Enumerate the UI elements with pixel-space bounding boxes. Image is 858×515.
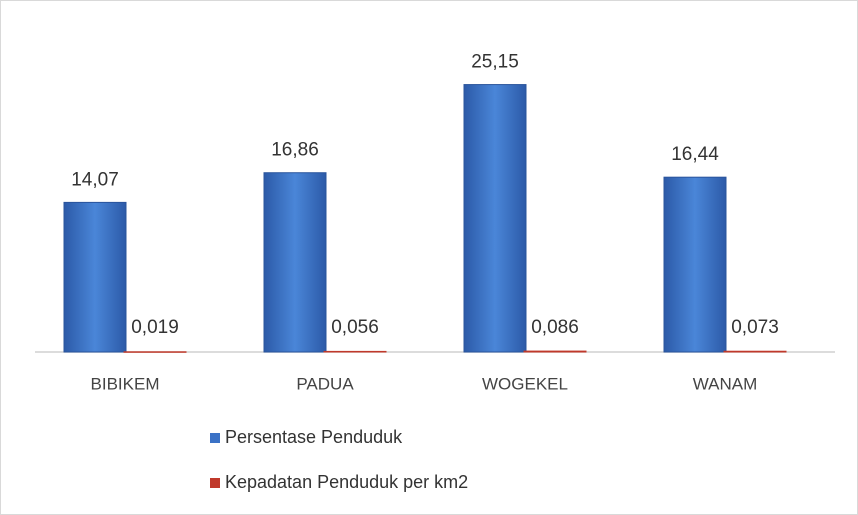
data-label: 0,056 xyxy=(331,317,379,338)
x-tick-label: WANAM xyxy=(693,374,758,393)
bar xyxy=(63,201,127,353)
data-label: 0,073 xyxy=(731,317,779,338)
legend-swatch xyxy=(210,433,220,443)
bar xyxy=(263,172,327,353)
data-label: 14,07 xyxy=(71,169,119,190)
bar xyxy=(123,351,187,353)
legend-label: Persentase Penduduk xyxy=(225,427,403,447)
bar xyxy=(663,176,727,353)
bar xyxy=(463,84,527,353)
x-tick-label: BIBIKEM xyxy=(91,374,160,393)
data-label: 25,15 xyxy=(471,52,519,73)
bar xyxy=(523,350,587,353)
data-label: 0,086 xyxy=(531,317,579,338)
data-label: 16,44 xyxy=(671,144,719,165)
data-label: 16,86 xyxy=(271,140,319,161)
data-label: 0,019 xyxy=(131,317,179,338)
x-tick-label: WOGEKEL xyxy=(482,374,568,393)
bar xyxy=(323,350,387,353)
legend-swatch xyxy=(210,478,220,488)
bar xyxy=(723,350,787,353)
x-tick-label: PADUA xyxy=(296,374,354,393)
legend-label: Kepadatan Penduduk per km2 xyxy=(225,472,468,492)
